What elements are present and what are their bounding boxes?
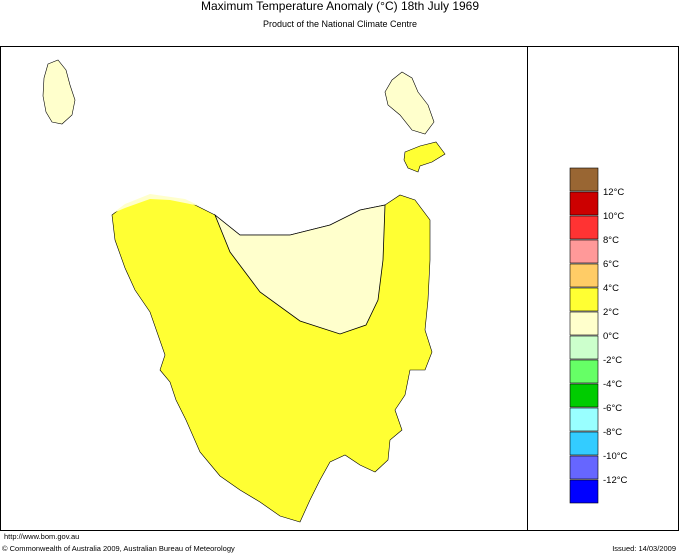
legend: 12°C 10°C 8°C 6°C 4°C 2°C 0°C -2°C -4°C -6°C -8°C -… xyxy=(569,167,628,504)
legend-label: -2°C xyxy=(603,355,622,366)
legend-swatch xyxy=(569,167,599,192)
king-island xyxy=(42,59,76,125)
legend-swatch xyxy=(569,431,599,456)
legend-swatch xyxy=(569,263,599,288)
footer-url: http://www.bom.gov.au xyxy=(4,532,79,541)
legend-label: 10°C xyxy=(603,211,624,222)
legend-swatch xyxy=(569,383,599,408)
legend-swatch xyxy=(569,407,599,432)
cape-barren-island xyxy=(403,141,446,173)
title: Maximum Temperature Anomaly (°C) 18th Ju… xyxy=(201,0,479,13)
legend-swatch xyxy=(569,479,599,504)
footer-issued: Issued: 14/03/2009 xyxy=(612,544,676,553)
legend-label: -12°C xyxy=(603,475,628,486)
legend-label: -10°C xyxy=(603,451,628,462)
legend-swatch xyxy=(569,287,599,312)
legend-label: -8°C xyxy=(603,427,622,438)
flinders-island xyxy=(384,71,435,135)
legend-label: 4°C xyxy=(603,283,619,294)
legend-label: 8°C xyxy=(603,235,619,246)
legend-label: 12°C xyxy=(603,187,624,198)
legend-label: 0°C xyxy=(603,331,619,342)
legend-swatch xyxy=(569,359,599,384)
legend-label: 2°C xyxy=(603,307,619,318)
footer-copyright: © Commonwealth of Australia 2009, Austra… xyxy=(2,544,235,553)
subtitle: Product of the National Climate Centre xyxy=(263,19,417,29)
legend-swatch xyxy=(569,191,599,216)
land xyxy=(42,59,446,523)
warm-anomaly-zone xyxy=(214,204,386,335)
legend-swatch xyxy=(569,455,599,480)
legend-label: 6°C xyxy=(603,259,619,270)
legend-swatch xyxy=(569,239,599,264)
legend-swatch xyxy=(569,311,599,336)
legend-label: -6°C xyxy=(603,403,622,414)
legend-swatch xyxy=(569,335,599,360)
map-frame xyxy=(0,46,679,531)
north-west-strip xyxy=(113,194,200,213)
legend-label: -4°C xyxy=(603,379,622,390)
legend-swatch xyxy=(569,215,599,240)
